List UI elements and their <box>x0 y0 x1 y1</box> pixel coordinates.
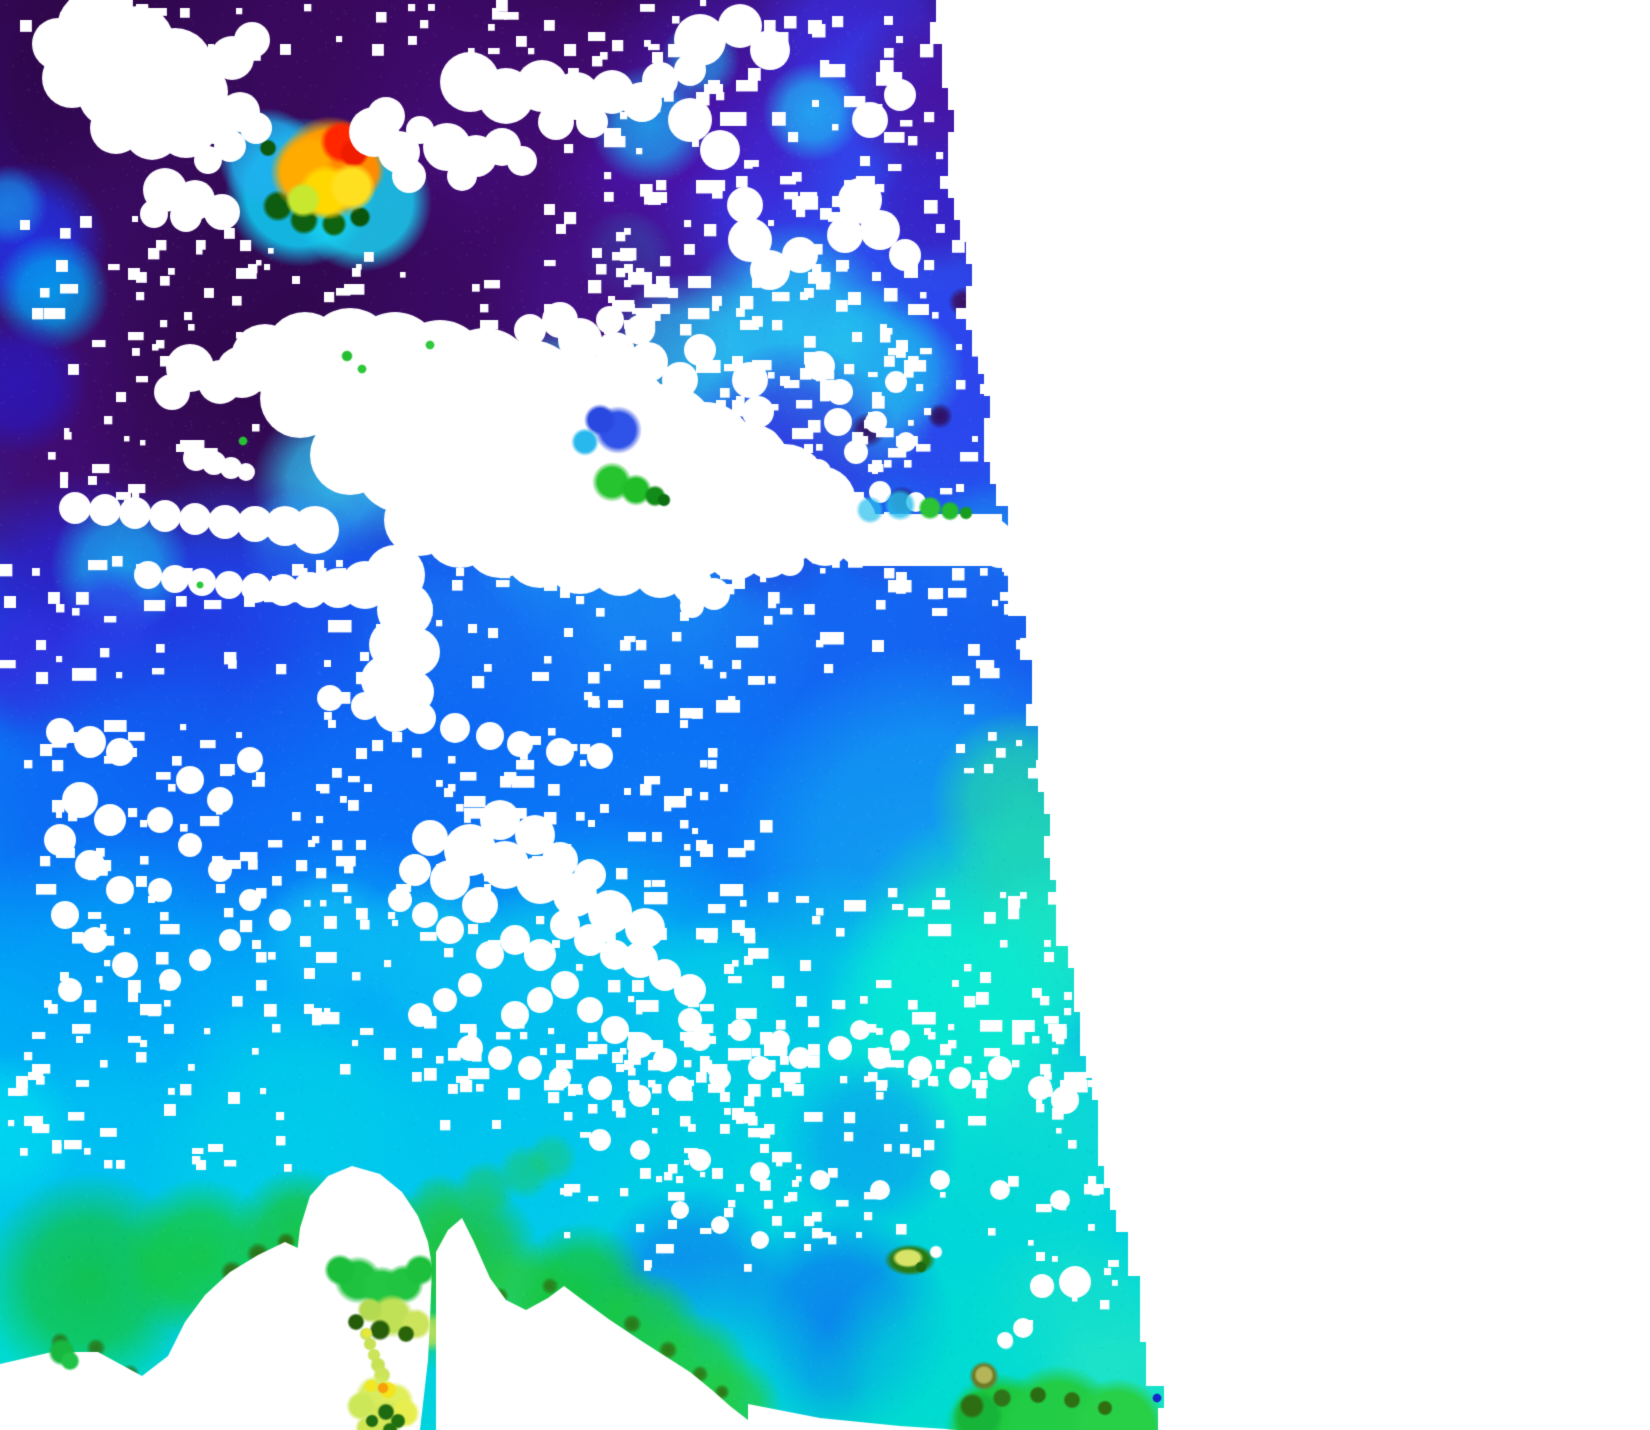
ocean-color-swath-map: Satellite ocean-color swath — Caribbean … <box>0 0 1650 1430</box>
satellite-data-canvas <box>0 0 1650 1430</box>
